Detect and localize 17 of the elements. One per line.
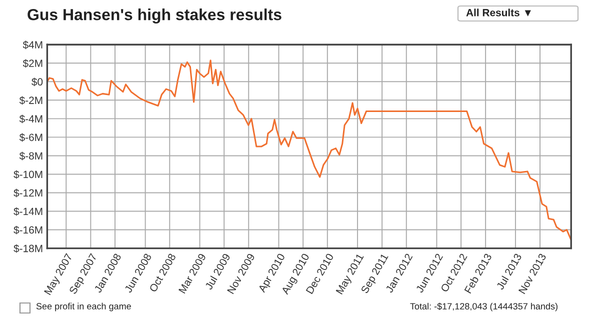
y-tick-label: $-12M bbox=[14, 188, 42, 198]
line-series bbox=[47, 60, 572, 241]
text: All Results ▼ bbox=[466, 8, 531, 16]
text: See profit in each game bbox=[36, 302, 131, 312]
y-tick-label: $-18M bbox=[14, 244, 42, 253]
y-tick-label: $-16M bbox=[14, 226, 42, 234]
y-tick-label: $-14M bbox=[14, 207, 42, 216]
chart-title: Gus Hansen's high stakes results bbox=[28, 8, 282, 24]
y-tick-label: $-6M bbox=[19, 133, 42, 142]
y-tick-label: $2M bbox=[22, 59, 42, 68]
text: Total: -$17,128,043 (1444357 hands) bbox=[410, 302, 558, 312]
y-tick-label: $-8M bbox=[19, 152, 42, 160]
y-tick-label: $-2M bbox=[19, 96, 42, 105]
y-tick-label: $-10M bbox=[14, 170, 42, 179]
y-tick-label: $-4M bbox=[19, 114, 42, 124]
y-tick-label: $0 bbox=[32, 78, 43, 86]
y-tick-label: $4M bbox=[22, 40, 42, 50]
